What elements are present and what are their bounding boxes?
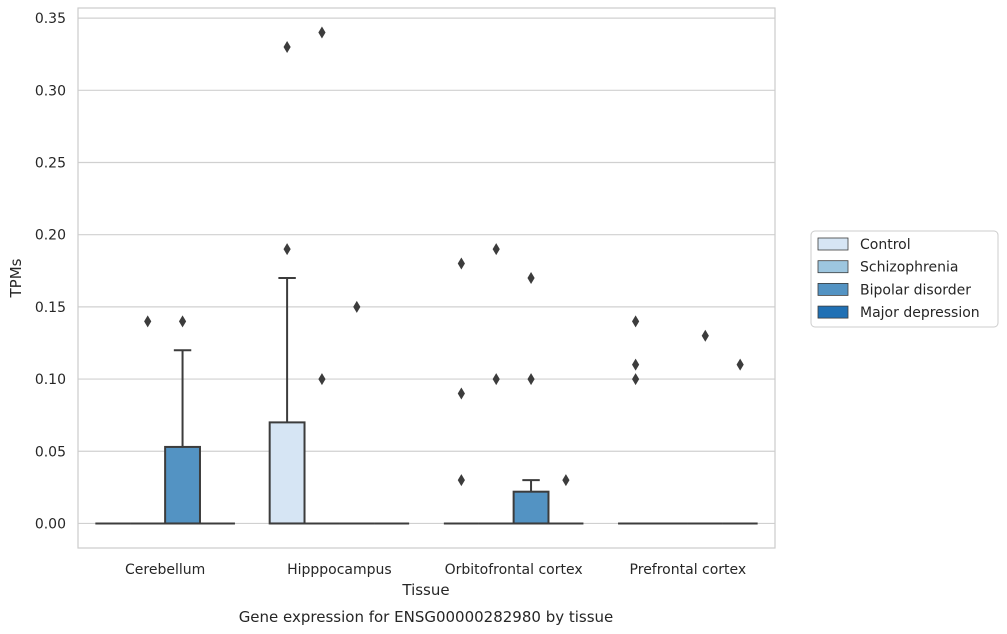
outlier-point [353, 300, 361, 313]
legend-swatch [817, 260, 849, 274]
y-tick-label: 0.35 [35, 11, 66, 27]
outlier-point [178, 315, 187, 328]
y-axis-label: TPMs [7, 258, 25, 298]
y-tick-label: 0.10 [35, 372, 66, 388]
outlier-point [527, 373, 535, 386]
outlier-point [144, 315, 152, 328]
legend-swatch [817, 305, 849, 319]
box-control [443, 257, 479, 525]
outlier-point [492, 243, 500, 256]
legend: Control Schizophrenia Bipolar disorder Majo… [810, 230, 999, 328]
outlier-point [527, 272, 535, 284]
box-bipolar-disorder [164, 315, 201, 525]
legend-items: Control Schizophrenia Bipolar disorder Majo… [817, 237, 980, 321]
x-tick-labels: Cerebellum Hipppocampus Orbitofrontal cort… [125, 562, 746, 578]
outlier-point [492, 373, 500, 386]
boxes [95, 26, 758, 525]
outlier-point [283, 40, 291, 53]
outlier-point [632, 315, 640, 328]
x-tick-label: Orbitofrontal cortex [445, 562, 583, 578]
box-schizophrenia [130, 315, 166, 525]
box-bipolar-disorder [339, 300, 375, 525]
outlier-point [318, 26, 326, 39]
box-schizophrenia [304, 26, 340, 525]
box-major-depression [548, 474, 584, 525]
y-tick-label: 0.20 [35, 228, 66, 244]
outlier-point [318, 373, 326, 386]
box-control [618, 315, 654, 525]
box-bipolar-disorder [687, 329, 723, 525]
box-bipolar-disorder [512, 272, 550, 525]
outlier-point [457, 474, 465, 487]
legend-frame [810, 230, 999, 328]
legend-label: Major depression [860, 305, 980, 321]
outlier-point [701, 329, 709, 342]
outlier-point [632, 373, 640, 386]
box [268, 421, 306, 525]
outlier-point [632, 358, 640, 371]
outlier-point [562, 474, 570, 487]
y-tick-label: 0.25 [35, 155, 66, 171]
chart-title: Gene expression for ENSG00000282980 by t… [239, 608, 614, 626]
legend-swatch [817, 237, 849, 251]
y-tick-labels: 0.00 0.05 0.10 0.15 0.20 0.25 0.30 0.35 [35, 11, 66, 532]
y-tick-label: 0.00 [35, 516, 66, 532]
legend-label: Bipolar disorder [860, 282, 971, 298]
outlier-point [283, 243, 291, 256]
legend-swatch [817, 282, 849, 296]
x-tick-label: Cerebellum [125, 562, 205, 578]
y-tick-label: 0.05 [35, 444, 66, 460]
x-axis-label: Tissue [401, 581, 449, 599]
plot-frame [77, 7, 776, 549]
x-tick-label: Hipppocampus [287, 562, 392, 578]
y-tick-label: 0.15 [35, 300, 66, 316]
x-tick-label: Prefrontal cortex [630, 562, 747, 578]
legend-label: Control [860, 237, 911, 253]
y-tick-label: 0.30 [35, 83, 66, 99]
legend-label: Schizophrenia [860, 260, 958, 276]
outlier-point [457, 387, 465, 400]
box-schizophrenia [478, 243, 514, 525]
box [512, 490, 550, 525]
box [164, 445, 201, 525]
box-major-depression [722, 358, 758, 525]
outlier-point [457, 257, 465, 270]
box-control [268, 40, 306, 525]
outlier-point [736, 358, 744, 371]
